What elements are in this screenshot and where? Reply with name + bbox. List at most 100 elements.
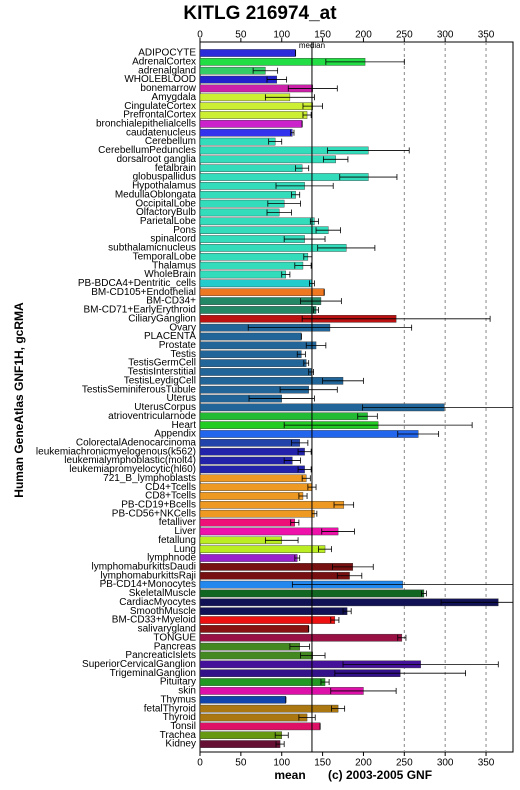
category-label: CardiacMyocytes: [119, 597, 196, 608]
bar: [200, 332, 302, 341]
error-bar: [297, 466, 312, 473]
bar: [200, 137, 276, 146]
bar: [200, 563, 354, 571]
error-bar: [283, 457, 301, 464]
category-label: PB-CD56+NKCells: [112, 508, 196, 519]
category-label: PLACENTA: [144, 331, 196, 342]
category-label: leukemialymphoblastic(molt4): [64, 455, 196, 466]
bar: [200, 633, 403, 642]
category-label: UterusCorpus: [134, 402, 196, 413]
error-bar: [318, 546, 332, 553]
error-bar: [333, 501, 355, 508]
error-bar: [291, 439, 309, 446]
bar: [200, 642, 300, 651]
error-bar: [290, 519, 300, 526]
error-bar: [322, 377, 364, 384]
x-tick-label: 0: [197, 758, 203, 769]
error-bar: [248, 395, 315, 402]
category-label: Pituitary: [160, 677, 196, 688]
category-label: Kidney: [165, 739, 196, 750]
bar: [200, 252, 309, 261]
bar: [200, 102, 313, 110]
category-label: lymphnode: [147, 553, 196, 564]
error-bar: [421, 590, 427, 597]
category-label: SmoothMuscle: [130, 606, 197, 617]
error-bar: [294, 262, 312, 269]
x-tick-label: 350: [478, 758, 495, 769]
category-label: TestisGermCell: [128, 358, 196, 369]
bar: [200, 155, 336, 164]
error-bar: [264, 94, 315, 101]
x-tick-label: 200: [355, 758, 372, 769]
error-bar: [303, 360, 310, 367]
category-label: Pons: [173, 225, 196, 236]
category-label: AdrenalCortex: [132, 57, 196, 68]
x-tick-label: 100: [273, 758, 290, 769]
error-bar: [283, 422, 473, 429]
bar: [200, 226, 329, 235]
category-label: TONGUE: [153, 632, 196, 643]
bar: [200, 722, 321, 731]
error-bar: [325, 58, 405, 65]
bar: [200, 75, 278, 84]
bar: [200, 554, 298, 562]
x-tick-label: 200: [355, 30, 372, 41]
x-tick-label: 50: [235, 30, 247, 41]
category-label: PB-CD19+Bcells: [121, 500, 196, 511]
category-label: lymphomaburkittsRaji: [100, 570, 196, 581]
category-label: 721_B_lymphoblasts: [103, 473, 196, 484]
error-bar: [287, 85, 338, 92]
error-bar: [247, 324, 413, 331]
category-label: fetalbrain: [155, 163, 196, 174]
category-label: Thyroid: [163, 712, 196, 723]
error-bar: [297, 448, 312, 455]
bar: [200, 341, 317, 350]
error-bar: [313, 306, 319, 313]
category-label: Thymus: [160, 694, 196, 705]
error-bar: [296, 351, 306, 358]
bar: [200, 695, 287, 704]
bar: [200, 740, 281, 748]
category-label: BM-CD105+Endothelial: [91, 287, 196, 298]
error-bar: [397, 634, 407, 641]
x-tick-label: 250: [396, 30, 413, 41]
error-bar: [342, 661, 499, 668]
error-bar: [298, 493, 308, 499]
error-bar: [290, 129, 295, 136]
bar: [200, 49, 296, 57]
bar: [200, 731, 282, 740]
error-bar: [357, 413, 378, 420]
category-label: skin: [178, 686, 196, 697]
error-bar: [342, 608, 352, 615]
category-label: fetallung: [158, 535, 196, 546]
category-label: TestisSeminiferousTubule: [82, 384, 197, 395]
error-bar: [264, 537, 299, 544]
category-label: SkeletalMuscle: [129, 588, 197, 599]
error-bar: [298, 714, 316, 721]
category-label: Amygdala: [152, 92, 197, 103]
bar: [200, 111, 308, 119]
category-label: PB-CD14+Monocytes: [100, 579, 196, 590]
error-bar: [289, 643, 310, 650]
error-bar: [305, 342, 327, 349]
category-label: TestisInterstitial: [128, 367, 196, 378]
category-label: bronchialepithelialcells: [96, 119, 196, 130]
bar: [200, 678, 326, 686]
error-bar: [252, 67, 279, 74]
category-label: ParietalLobe: [140, 216, 197, 227]
category-label: Hypothalamus: [132, 181, 196, 192]
error-bar: [295, 165, 310, 172]
category-label: Ovary: [169, 322, 196, 333]
category-label: atrioventricularnode: [108, 411, 196, 422]
x-tick-label: 0: [197, 30, 203, 41]
category-label: WholeBrain: [144, 269, 196, 280]
bar: [200, 164, 303, 172]
error-bar: [275, 741, 285, 748]
category-label: dorsalroot ganglia: [117, 154, 197, 165]
error-bar: [440, 599, 513, 606]
error-bar: [283, 236, 326, 243]
chart-title: KITLG 216974_at: [183, 3, 337, 24]
x-tick-label: 300: [437, 758, 454, 769]
category-label: Pancreas: [154, 641, 196, 652]
error-bar: [274, 732, 289, 739]
